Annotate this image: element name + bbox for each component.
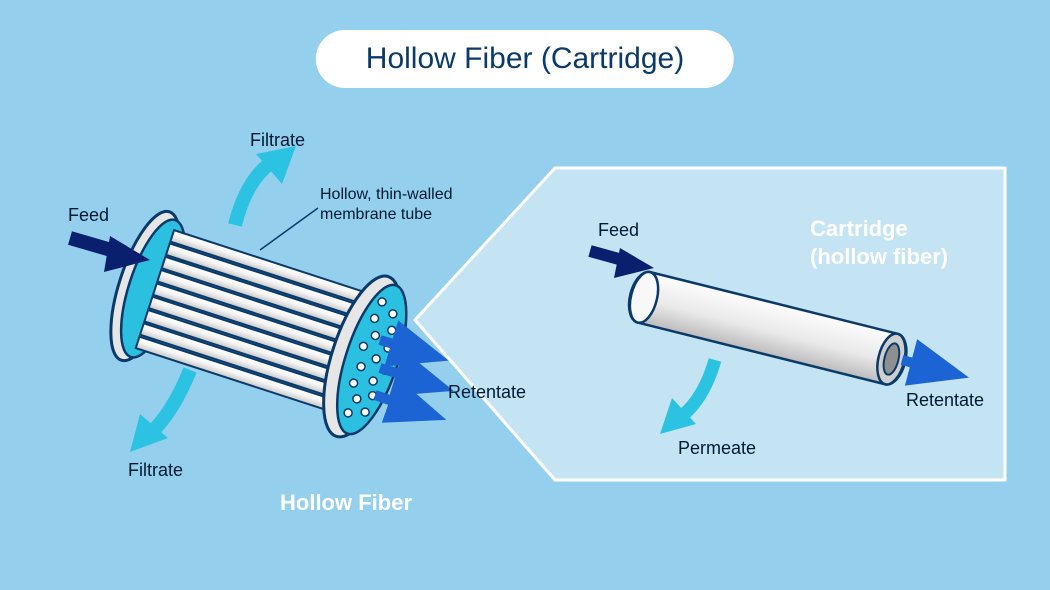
leader-line — [260, 208, 318, 250]
permeate-label: Permeate — [678, 438, 756, 459]
feed-label-right: Feed — [598, 220, 639, 241]
hollow-fiber-assembly — [95, 198, 423, 447]
retentate-label-left: Retentate — [448, 382, 526, 403]
membrane-note: Hollow, thin-walled membrane tube — [320, 185, 453, 225]
filtrate-bottom-label: Filtrate — [128, 460, 183, 481]
filtrate-bottom-arrow — [130, 370, 190, 452]
filtrate-top-label: Filtrate — [250, 130, 305, 151]
feed-label-left: Feed — [68, 205, 109, 226]
hollow-fiber-title: Hollow Fiber — [280, 490, 412, 516]
cartridge-title-line2: (hollow fiber) — [810, 243, 948, 271]
filtrate-top-arrow — [235, 146, 296, 225]
cartridge-title: Cartridge (hollow fiber) — [810, 215, 948, 270]
cartridge-title-line1: Cartridge — [810, 215, 948, 243]
diagram-canvas — [0, 0, 1050, 590]
retentate-label-right: Retentate — [906, 390, 984, 411]
